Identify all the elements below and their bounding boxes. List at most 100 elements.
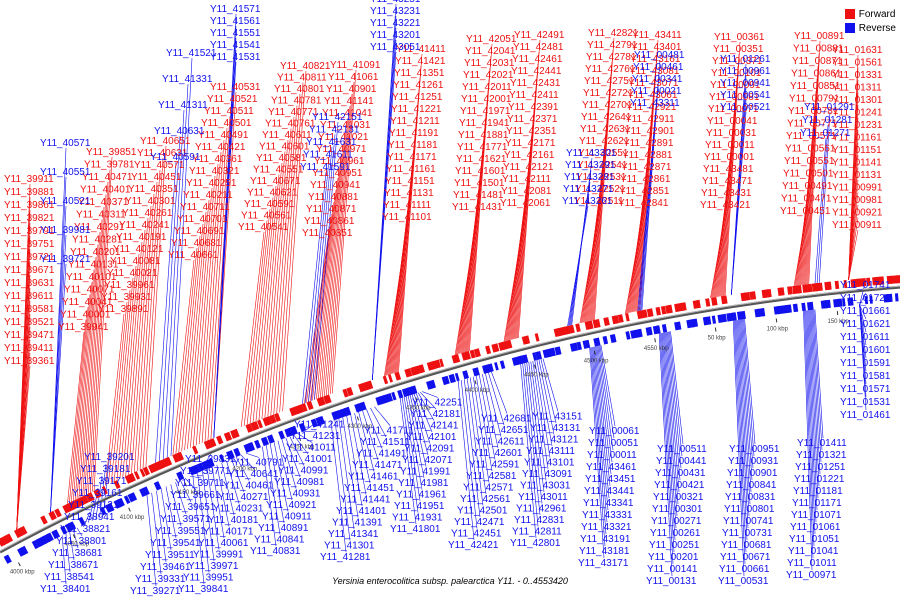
gene-label: Y11_39721 [40,254,91,265]
gene-label: Y11_00141 [647,564,698,575]
gene-features [0,275,900,564]
gene-label: Y11_40631 [137,148,188,159]
forward-gene [113,480,121,489]
gene-label: Y11_42851 [619,186,670,197]
gene-label: Y11_01251 [795,462,846,473]
gene-label: Y11_00491 [782,181,833,192]
connector-line [422,391,439,398]
connector-line [571,157,593,326]
gene-labels[interactable]: Y11_39361Y11_39411Y11_39471Y11_39521Y11_… [4,0,891,597]
gene-label: Y11_40231 [213,504,264,515]
gene-label: Y11_00371 [712,56,763,67]
gene-label: Y11_42371 [507,114,558,125]
connector-line [252,185,277,423]
reverse-gene [60,525,68,535]
gene-label: Y11_41481 [453,190,504,201]
forward-gene [318,397,324,406]
forward-gene [128,472,136,482]
forward-gene [273,412,281,422]
gene-label: Y11_00251 [649,540,700,551]
gene-label: Y11_41711 [364,426,414,437]
gene-label: Y11_01531 [840,397,891,408]
gene-label: Y11_01061 [790,522,841,533]
forward-gene [323,394,332,405]
gene-label: Y11_39461 [140,562,191,573]
forward-gene [826,281,831,290]
gene-label: Y11_42001 [461,94,512,105]
gene-label: Y11_00501 [783,169,834,180]
connector-line [91,169,111,492]
gene-label: Y11_00271 [651,516,702,527]
reverse-gene [397,389,404,399]
gene-label: Y11_01561 [832,58,883,69]
gene-label: Y11_41131 [384,188,434,199]
gene-label: Y11_41261 [393,80,444,91]
connector-line [407,395,425,479]
gene-label: Y11_42801 [510,538,561,549]
reverse-gene [233,447,241,457]
legend-forward: Forward [844,7,896,21]
gene-label: Y11_41541 [210,40,261,51]
connector-line [589,347,605,559]
connector-line [84,511,91,525]
gene-label: Y11_42121 [503,162,554,173]
gene-label: Y11_41451 [344,483,395,494]
forward-gene [257,419,263,429]
reverse-gene [381,394,389,404]
connector-line [592,346,608,523]
gene-label: Y11_42961 [516,504,567,515]
forward-gene [749,291,757,300]
gene-label: Y11_00041 [707,116,758,127]
gene-label: Y11_39661 [170,490,221,501]
gene-label: Y11_00881 [793,44,844,55]
reverse-gene [298,422,307,432]
connector-line [318,153,343,399]
gene-label: Y11_40001 [60,310,111,321]
forward-gene [298,404,305,414]
gene-label: Y11_39671 [4,265,55,276]
gene-label: Y11_42921 [626,102,677,113]
gene-label: Y11_40671 [250,176,301,187]
connector-line [593,49,614,321]
gene-label: Y11_43291 [565,160,616,171]
gene-label: Y11_40911 [262,512,312,523]
connector-line [848,54,859,280]
forward-gene [858,278,867,287]
forward-gene [430,360,437,370]
connector-line [151,492,162,575]
gene-label: Y11_00011 [705,140,755,151]
gene-label: Y11_38941 [64,512,115,523]
gene-label: Y11_42091 [404,444,455,455]
reverse-gene [472,367,480,377]
connector-line [207,115,231,441]
tick-label: 4250 kbp [290,445,315,451]
reverse-gene [31,540,39,550]
gene-label: Y11_42481 [513,42,564,53]
reverse-gene [360,401,367,411]
forward-gene [625,312,630,322]
connector-line [665,332,679,505]
gene-label: Y11_41411 [396,44,446,55]
gene-label: Y11_40061 [198,538,249,549]
forward-gene [295,405,302,415]
connector-line [463,379,481,518]
gene-label: Y11_39651 [165,502,216,513]
gene-label: Y11_39851 [86,147,137,158]
reverse-gene [656,325,661,334]
connector-line [334,419,351,541]
gene-label: Y11_00471 [781,194,832,205]
gene-label: Y11_40461 [223,481,274,492]
gene-label: Y11_42721 [583,88,634,99]
connector-line [731,63,747,295]
gene-label: Y11_42411 [509,90,559,101]
gene-label: Y11_41961 [396,490,447,501]
gene-label: Y11_39521 [4,317,55,328]
gene-label: Y11_01721 [840,293,891,304]
gene-label: Y11_43271 [563,184,614,195]
gene-label: Y11_00571 [786,131,837,142]
reverse-gene [67,521,77,532]
reverse-gene [494,362,499,371]
gene-label: Y11_39711 [175,478,225,489]
reverse-gene [227,450,235,460]
connector-line [170,484,182,527]
